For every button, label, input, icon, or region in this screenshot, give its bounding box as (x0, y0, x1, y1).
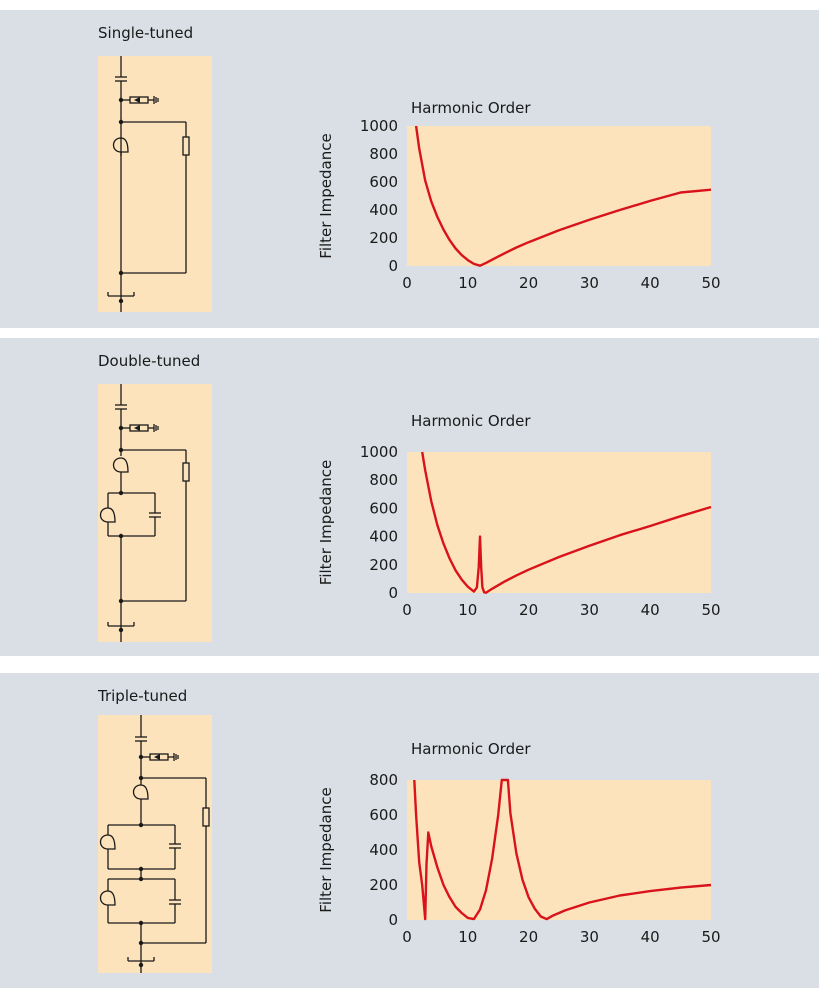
y-tick-label: 400 (369, 201, 398, 219)
y-tick-label: 400 (369, 841, 398, 859)
y-tick-label: 600 (369, 499, 398, 517)
y-tick-label: 400 (369, 528, 398, 546)
y-tick-label: 800 (369, 145, 398, 163)
plot-area (407, 126, 711, 266)
double-tuned-circuit-schematic (99, 384, 190, 642)
x-tick-label: 40 (641, 928, 660, 946)
y-tick-label: 0 (388, 257, 398, 275)
x-tick-label: 30 (580, 601, 599, 619)
x-tick-label: 0 (402, 274, 412, 292)
impedance-curve (414, 125, 712, 267)
x-tick-label: 10 (458, 928, 477, 946)
y-axis-title: Filter Impedance (317, 787, 335, 912)
x-tick-label: 10 (458, 601, 477, 619)
y-tick-label: 800 (369, 771, 398, 789)
x-tick-label: 40 (641, 601, 660, 619)
x-tick-label: 30 (580, 274, 599, 292)
y-tick-label: 200 (369, 876, 398, 894)
impedance-curve (421, 451, 712, 594)
x-tick-label: 50 (701, 274, 720, 292)
x-tick-label: 30 (580, 928, 599, 946)
panel-title: Triple-tuned (98, 687, 188, 705)
x-tick-label: 0 (402, 928, 412, 946)
y-tick-label: 800 (369, 471, 398, 489)
x-tick-label: 40 (641, 274, 660, 292)
x-tick-label: 0 (402, 601, 412, 619)
panel-title: Double-tuned (98, 352, 201, 370)
x-axis-title: Harmonic Order (411, 99, 531, 117)
y-tick-label: 200 (369, 229, 398, 247)
panel-title: Single-tuned (98, 24, 194, 42)
x-tick-label: 10 (458, 274, 477, 292)
x-tick-label: 50 (701, 601, 720, 619)
triple-tuned-circuit-schematic (99, 715, 210, 973)
y-axis-title: Filter Impedance (317, 460, 335, 585)
x-tick-label: 20 (519, 601, 538, 619)
single-tuned-circuit-diagram (98, 56, 212, 312)
y-tick-label: 1000 (360, 117, 398, 135)
x-axis-title: Harmonic Order (411, 412, 531, 430)
x-tick-label: 50 (701, 928, 720, 946)
y-tick-label: 200 (369, 556, 398, 574)
triple-tuned-circuit-diagram (98, 715, 212, 973)
double-tuned-circuit-diagram (98, 384, 212, 642)
x-tick-label: 20 (519, 274, 538, 292)
y-tick-label: 0 (388, 911, 398, 929)
y-axis-title: Filter Impedance (317, 133, 335, 258)
x-axis-title: Harmonic Order (411, 740, 531, 758)
plot-area (407, 780, 711, 920)
y-tick-label: 1000 (360, 443, 398, 461)
x-tick-label: 20 (519, 928, 538, 946)
y-tick-label: 600 (369, 173, 398, 191)
y-tick-label: 600 (369, 806, 398, 824)
single-tuned-circuit-schematic (107, 56, 190, 312)
y-tick-label: 0 (388, 584, 398, 602)
impedance-curve (413, 778, 712, 921)
